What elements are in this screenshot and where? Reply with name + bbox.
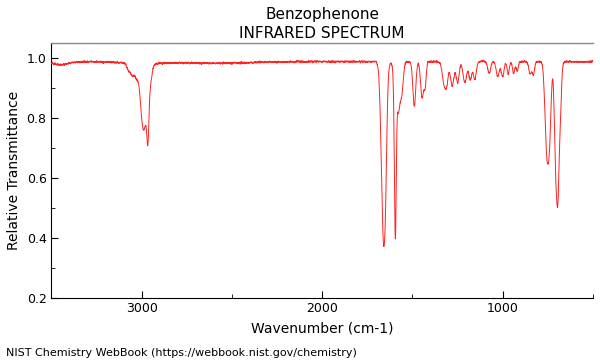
Y-axis label: Relative Transmittance: Relative Transmittance bbox=[7, 91, 21, 250]
Title: Benzophenone
INFRARED SPECTRUM: Benzophenone INFRARED SPECTRUM bbox=[239, 7, 405, 41]
Text: NIST Chemistry WebBook (https://webbook.nist.gov/chemistry): NIST Chemistry WebBook (https://webbook.… bbox=[6, 348, 357, 358]
X-axis label: Wavenumber (cm-1): Wavenumber (cm-1) bbox=[251, 321, 394, 335]
